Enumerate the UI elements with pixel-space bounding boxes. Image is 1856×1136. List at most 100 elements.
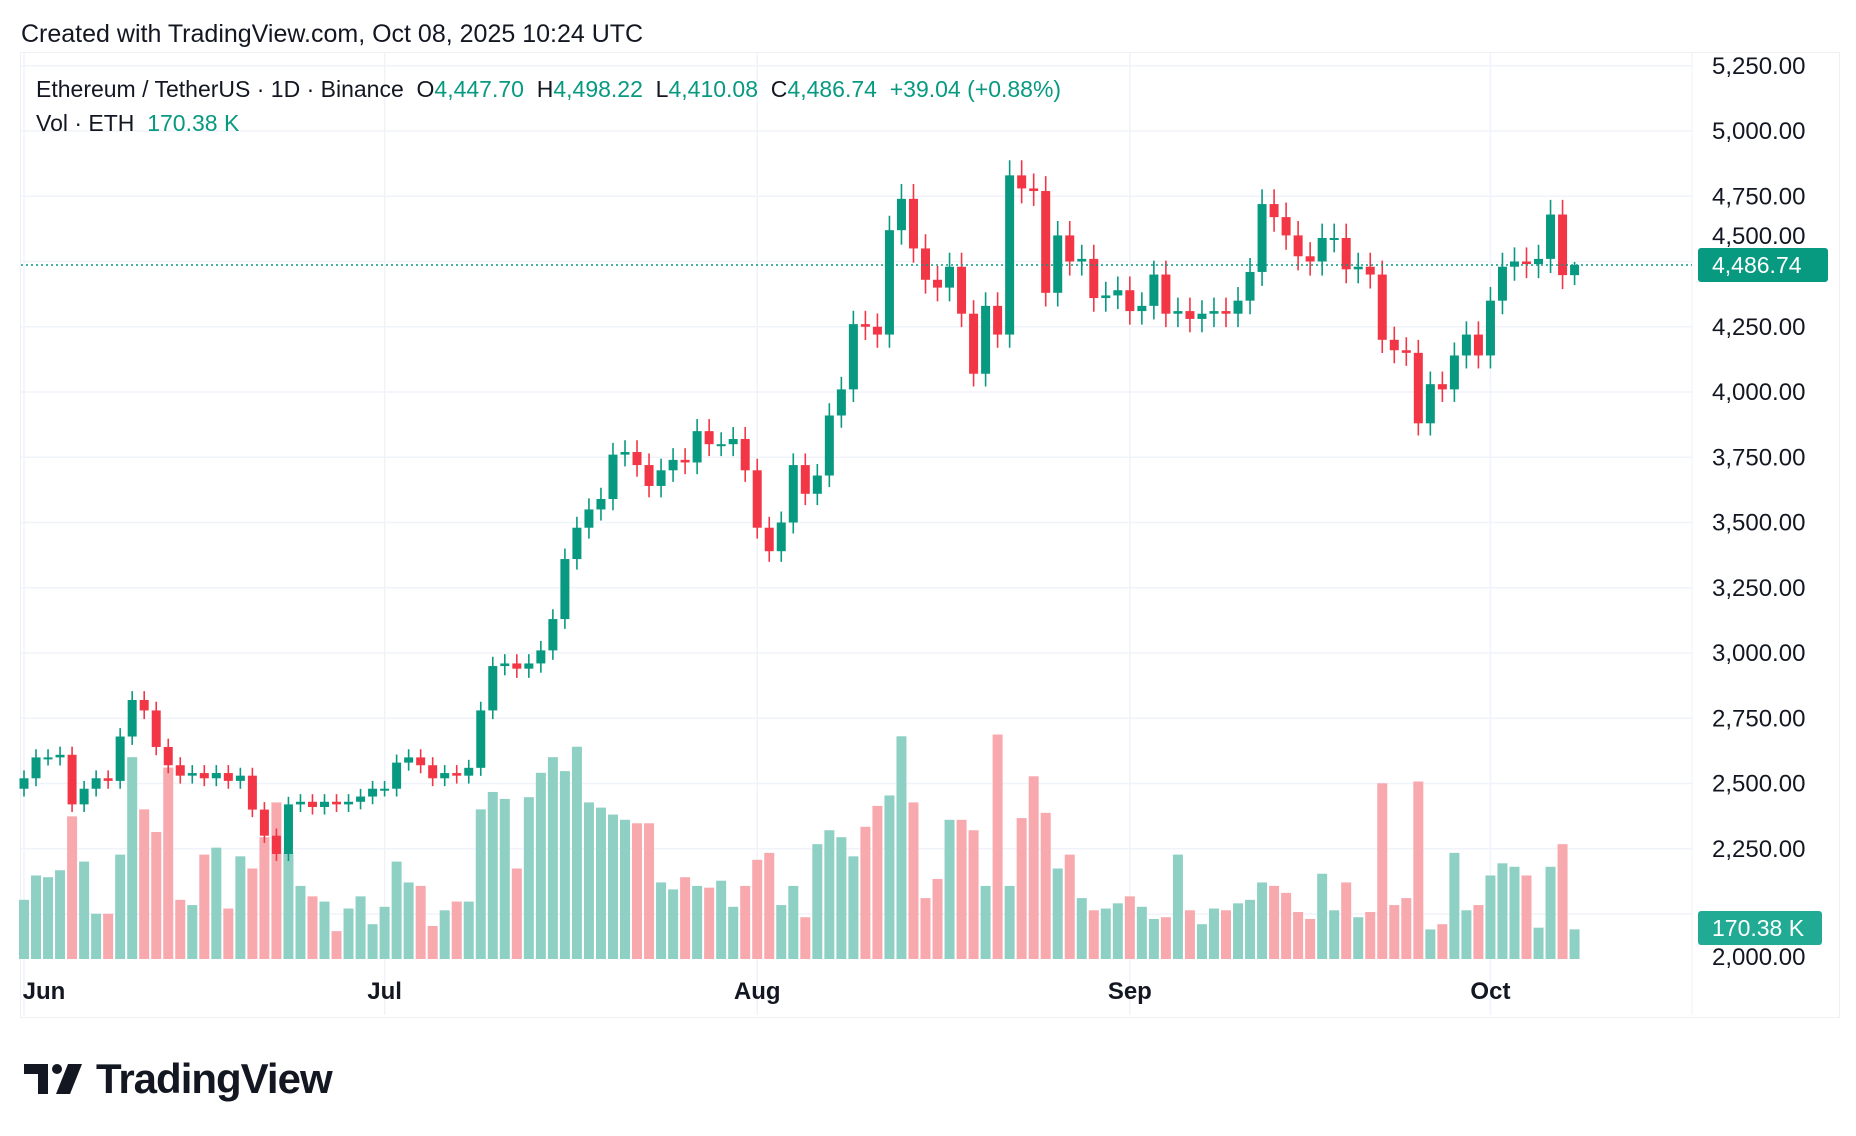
volume-bar (632, 823, 643, 959)
volume-bar (776, 905, 787, 959)
volume-bar (620, 819, 630, 959)
y-tick-label: 4,500.00 (1712, 223, 1805, 250)
candle (79, 780, 89, 812)
volume-bar (1533, 927, 1544, 959)
candle (55, 746, 65, 766)
candle (1425, 371, 1435, 436)
volume-bar (199, 854, 210, 959)
volume-bar (55, 870, 66, 959)
candle (175, 757, 185, 784)
volume-bar (1196, 924, 1207, 959)
candle-body (1401, 350, 1411, 353)
candle-body (1089, 258, 1099, 299)
candle (1341, 223, 1351, 284)
volume-bar (1545, 866, 1556, 959)
volume-bar (1569, 929, 1580, 959)
candle-body (1017, 175, 1027, 189)
candle (247, 767, 257, 818)
candle-body (1173, 311, 1183, 314)
candle (1257, 189, 1267, 286)
candle-body (1437, 384, 1447, 390)
candle (896, 184, 906, 245)
candle-body (31, 757, 41, 779)
candle-body (1065, 235, 1075, 262)
volume-bar (307, 896, 318, 959)
candle (416, 749, 426, 774)
candle (1305, 242, 1315, 276)
candle-body (1546, 214, 1556, 259)
volume-bar (836, 837, 847, 959)
volume-bar (415, 885, 426, 959)
volume-bar (1485, 875, 1496, 959)
candle (151, 701, 161, 756)
volume-bar (884, 795, 895, 959)
volume-bar (295, 885, 306, 959)
candle-body (1137, 305, 1147, 312)
candle (1449, 342, 1459, 402)
candle (692, 419, 702, 475)
volume-bar (1401, 898, 1412, 959)
volume-bar (1269, 885, 1280, 959)
candle (1522, 247, 1531, 279)
candle-body (1341, 238, 1351, 270)
volume-bar (1509, 866, 1520, 959)
candle (332, 794, 342, 812)
candle (223, 765, 233, 789)
volume-bar (812, 844, 823, 959)
candle (1137, 292, 1147, 325)
volume-label[interactable]: Vol · ETH (36, 110, 135, 136)
candle-body (1377, 274, 1387, 340)
candle-body (1509, 261, 1519, 267)
candle-body (1113, 290, 1123, 296)
y-tick-label: 4,750.00 (1712, 183, 1805, 210)
volume-bar (1341, 882, 1352, 959)
candle (452, 765, 462, 784)
candle-body (235, 775, 245, 781)
candle (320, 794, 329, 815)
volume-bar (271, 802, 282, 959)
volume-bar (704, 887, 715, 959)
candle (788, 453, 798, 534)
candle-body (295, 801, 305, 805)
candle-body (211, 773, 221, 779)
candle (344, 794, 354, 812)
candle-body (416, 757, 426, 766)
candle (704, 419, 714, 457)
volume-bar (1148, 918, 1159, 959)
candle (500, 654, 510, 676)
volume-bar (848, 856, 859, 959)
candle-body (259, 809, 269, 836)
candle-body (332, 801, 342, 805)
volume-bar (139, 809, 150, 959)
candle-body (247, 775, 257, 810)
candle (1221, 297, 1231, 328)
volume-bar (151, 831, 162, 959)
candle-body (1473, 334, 1483, 356)
candle (259, 802, 269, 843)
candle-body (187, 773, 197, 776)
candle (800, 453, 810, 506)
volume-bar (247, 868, 258, 959)
candle-body (1245, 271, 1255, 301)
candle (1245, 257, 1255, 315)
volume-bar (1389, 905, 1400, 959)
volume-bar (1221, 910, 1231, 959)
candle (752, 458, 762, 539)
last-volume-label: 170.38 K (1712, 915, 1805, 941)
volume-bar (1160, 917, 1171, 959)
candle-body (103, 778, 113, 781)
tradingview-logo[interactable]: TradingView (24, 1055, 333, 1103)
candle (512, 654, 522, 678)
x-tick-label: Sep (1108, 978, 1152, 1005)
candle-body (500, 663, 510, 667)
candle-body (91, 778, 101, 789)
candle (1233, 287, 1243, 328)
candle-body (836, 389, 846, 416)
volume-bars (19, 734, 1580, 959)
symbol-title[interactable]: Ethereum / TetherUS · 1D · Binance (36, 76, 404, 102)
high-label: H (536, 76, 554, 102)
candle-body (1029, 188, 1039, 192)
candle-body (151, 710, 161, 747)
low-value: 4,410.08 (668, 76, 758, 102)
